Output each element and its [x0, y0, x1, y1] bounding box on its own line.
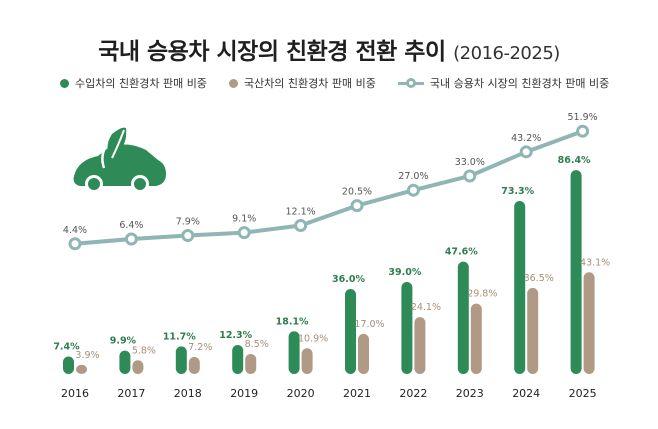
bar-imported-2021 — [345, 289, 356, 374]
tick-label-2016: 2016 — [61, 387, 89, 400]
label-imported-2023: 47.6% — [445, 247, 478, 258]
bar-domestic-2016 — [76, 364, 87, 374]
bar-imported-2019 — [232, 344, 244, 374]
label-total-2025: 51.9% — [568, 112, 598, 123]
label-imported-2017: 9.9% — [110, 336, 137, 347]
label-total-2021: 20.5% — [342, 187, 372, 198]
point-total-2017 — [124, 232, 138, 246]
bar-imported-2017 — [119, 350, 131, 374]
bar-imported-2020 — [288, 331, 300, 374]
legend-item-domestic: 국산차의 친환경차 판매 비중 — [228, 75, 376, 91]
tick-label-2020: 2020 — [287, 387, 315, 400]
label-imported-2019: 12.3% — [219, 330, 252, 341]
x-axis: 2016 2017 2018 2019 2020 2021 2022 2023 2024 2025 — [61, 387, 597, 400]
point-total-2022 — [406, 183, 420, 197]
bar-domestic-2018 — [188, 357, 200, 374]
label-imported-2016: 7.4% — [53, 342, 80, 353]
tick-label-2024: 2024 — [512, 387, 540, 400]
label-domestic-2022: 24.1% — [411, 302, 441, 313]
point-total-2019 — [237, 226, 251, 240]
bar-domestic-2022 — [414, 317, 426, 374]
bar-domestic-2025 — [583, 272, 595, 374]
eco-car-icon — [73, 127, 166, 193]
label-total-2020: 12.1% — [286, 207, 316, 218]
label-imported-2025: 86.4% — [558, 155, 591, 166]
legend-dot-domestic — [228, 78, 238, 88]
point-total-2020 — [294, 219, 308, 233]
point-total-2018 — [181, 228, 195, 242]
label-imported-2022: 39.0% — [388, 267, 421, 278]
series-line-total — [74, 129, 584, 246]
bar-imported-2022 — [401, 281, 413, 374]
label-total-2017: 6.4% — [119, 220, 143, 231]
label-total-2018: 7.9% — [176, 216, 200, 227]
bar-imported-2018 — [175, 346, 187, 374]
label-total-2022: 27.0% — [398, 171, 428, 182]
label-domestic-2018: 7.2% — [188, 342, 212, 353]
label-total-2024: 43.2% — [511, 133, 541, 144]
point-total-2023 — [463, 169, 477, 183]
tick-label-2018: 2018 — [174, 387, 202, 400]
bar-imported-2023 — [457, 261, 469, 374]
bar-domestic-2020 — [301, 348, 313, 374]
chart-title-main: 국내 승용차 시장의 친환경 전환 추이 — [98, 39, 446, 65]
bar-imported-2025 — [570, 170, 582, 374]
bar-domestic-2017 — [132, 360, 144, 374]
label-domestic-2025: 43.1% — [580, 257, 610, 268]
label-domestic-2023: 29.8% — [467, 289, 497, 300]
chart-title: 국내 승용차 시장의 친환경 전환 추이 (2016-2025) — [0, 32, 658, 66]
legend-label-total: 국내 승용차 시장의 친환경차 판매 비중 — [429, 77, 610, 90]
label-total-2023: 33.0% — [455, 157, 485, 168]
label-domestic-2021: 17.0% — [354, 319, 384, 330]
bar-domestic-2024 — [527, 287, 539, 374]
tick-label-2021: 2021 — [343, 387, 371, 400]
tick-label-2017: 2017 — [117, 387, 145, 400]
chart-title-years: (2016-2025) — [453, 43, 560, 64]
label-domestic-2020: 10.9% — [298, 333, 328, 344]
label-total-2016: 4.4% — [63, 225, 87, 236]
point-total-2024 — [519, 145, 533, 159]
legend-dot-imported — [60, 78, 69, 88]
point-total-2025 — [576, 124, 590, 138]
bar-imported-2016 — [63, 356, 74, 374]
label-domestic-2017: 5.8% — [132, 345, 156, 356]
bar-domestic-2023 — [470, 303, 482, 374]
tick-label-2022: 2022 — [399, 387, 427, 400]
label-domestic-2024: 36.5% — [524, 273, 554, 284]
label-imported-2021: 36.0% — [332, 274, 365, 285]
label-total-2019: 9.1% — [232, 214, 256, 225]
label-imported-2018: 11.7% — [163, 331, 196, 342]
bar-domestic-2021 — [358, 333, 369, 374]
point-total-2021 — [350, 199, 364, 213]
legend-line-marker-total — [397, 77, 424, 89]
legend: 수입차의 친환경차 판매 비중 국산차의 친환경차 판매 비중 국내 승용차 시… — [60, 75, 638, 91]
tick-label-2023: 2023 — [456, 387, 484, 400]
tick-label-2019: 2019 — [230, 387, 258, 400]
label-domestic-2019: 8.5% — [245, 339, 269, 350]
legend-item-imported: 수입차의 친환경차 판매 비중 — [60, 75, 207, 91]
label-domestic-2016: 3.9% — [75, 350, 99, 361]
label-imported-2020: 18.1% — [276, 316, 309, 327]
label-imported-2024: 73.3% — [501, 186, 534, 197]
bars-layer: 7.4%3.9% 9.9%5.8% 11.7%7.2% 12.3%8.5% 18.1% 1… — [53, 155, 610, 374]
tick-label-2025: 2025 — [569, 387, 597, 400]
bar-domestic-2019 — [245, 353, 257, 374]
legend-label-imported: 수입차의 친환경차 판매 비중 — [75, 77, 207, 90]
line-layer: 4.4% 6.4% 7.9% 9.1% 12.1% 20.5% 27.0% 33.0% 43.2… — [63, 112, 598, 251]
legend-item-total: 국내 승용차 시장의 친환경차 판매 비중 — [397, 75, 610, 91]
bar-imported-2024 — [514, 201, 526, 374]
point-total-2016 — [68, 237, 82, 251]
legend-label-domestic: 국산차의 친환경차 판매 비중 — [243, 77, 376, 90]
